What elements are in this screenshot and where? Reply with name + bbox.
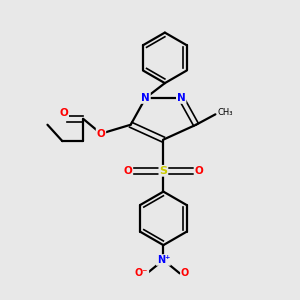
Text: O: O <box>195 166 203 176</box>
Text: O: O <box>59 108 68 118</box>
Text: CH₃: CH₃ <box>218 108 233 117</box>
Text: O: O <box>97 129 105 139</box>
Text: N: N <box>177 93 186 103</box>
Text: N: N <box>141 93 150 103</box>
Text: O: O <box>181 268 189 278</box>
Text: S: S <box>159 166 167 176</box>
Text: O: O <box>123 166 132 176</box>
Text: O⁻: O⁻ <box>135 268 148 278</box>
Text: N⁺: N⁺ <box>157 255 170 265</box>
